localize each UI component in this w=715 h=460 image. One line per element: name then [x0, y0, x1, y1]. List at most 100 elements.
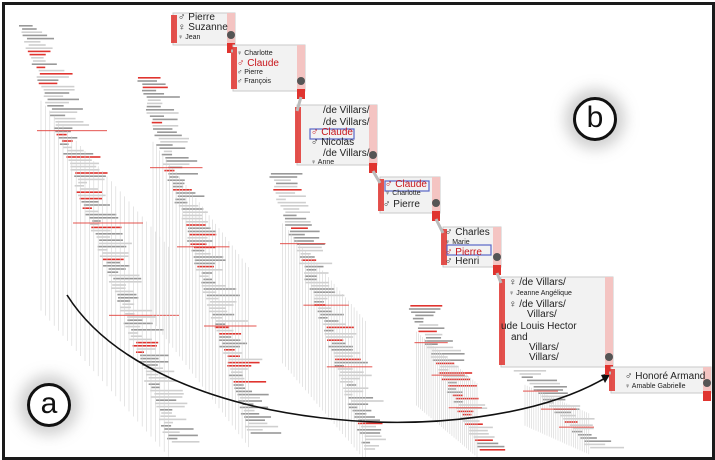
cascade-bar — [357, 422, 383, 425]
cascade-bar — [37, 79, 59, 81]
cascade-bar — [276, 198, 286, 201]
cascade-bar — [97, 245, 127, 248]
cascade-2 — [269, 173, 386, 457]
person-label: ♀ Charlotte — [237, 50, 273, 57]
cascade-bar — [36, 66, 46, 69]
cascade-bar — [209, 307, 227, 309]
cascade-bar — [326, 326, 354, 329]
cascade-bar — [125, 313, 135, 315]
cascade-bar — [227, 365, 252, 367]
cascade-bar — [51, 108, 83, 110]
cascade-bar — [59, 143, 69, 145]
lineage-bar — [297, 45, 305, 97]
cascade-bar — [234, 387, 246, 389]
cascade-bar — [24, 41, 41, 43]
cascade-bar — [458, 404, 486, 406]
person-label: /de Villars/ — [323, 148, 370, 159]
cascade-bar — [160, 415, 176, 417]
cascade-bar — [142, 364, 158, 366]
cascade-bar — [360, 425, 376, 428]
family-node — [432, 211, 440, 221]
cascade-bar — [358, 419, 380, 421]
cascade-bar — [301, 259, 317, 261]
cascade-bar — [167, 437, 178, 440]
cascade-bar — [223, 352, 243, 354]
cascade-bar — [182, 211, 208, 213]
cascade-bar — [304, 278, 317, 281]
highlight-band — [303, 304, 349, 306]
cascade-bar — [519, 373, 541, 375]
cascade-bar — [38, 69, 65, 72]
cascade-bar — [462, 413, 472, 416]
cascade-bar — [79, 188, 99, 190]
cascade-bar — [83, 204, 110, 206]
cascade-bar — [194, 262, 215, 265]
cascade-bar — [168, 173, 198, 175]
cascade-bar — [250, 432, 282, 434]
person-label: ♂ Pierre — [178, 12, 215, 23]
cascade-bar — [201, 281, 216, 284]
cascade-bar — [309, 288, 335, 290]
cascade-bar — [219, 345, 241, 348]
cascade-bar — [203, 278, 213, 281]
cascade-bar — [590, 446, 625, 449]
cascade-bar — [81, 201, 99, 203]
cascade-bar — [412, 317, 424, 320]
person-label: ♀ /de Villars/ — [509, 277, 566, 288]
cascade-bar — [334, 355, 353, 357]
cascade-bar — [275, 192, 296, 194]
cascade-bar — [293, 237, 320, 239]
cascade-bar — [408, 308, 441, 310]
cascade-bar — [288, 233, 305, 236]
cascade-bar — [122, 303, 135, 305]
cascade-bar — [148, 383, 160, 385]
family-node — [369, 163, 377, 173]
cascade-bar — [140, 357, 159, 360]
cascade-bar — [39, 73, 73, 75]
arrow-head — [601, 373, 611, 383]
cascade-bar — [563, 418, 595, 420]
cascade-bar — [569, 424, 593, 426]
genealogy-diagram — [18, 12, 712, 457]
person-marker-column — [171, 15, 177, 43]
cascade-bar — [185, 221, 208, 223]
cascade-bar — [38, 82, 58, 85]
cascade-bar — [137, 80, 157, 82]
person-label: ♂ Nicolas — [311, 137, 355, 148]
cascade-bar — [577, 434, 592, 436]
cascade-bar — [108, 274, 140, 277]
cascade-bar — [448, 385, 478, 387]
cascade-bar — [43, 89, 75, 91]
cascade-bar — [47, 105, 64, 107]
cascade-bar — [117, 293, 137, 296]
cascade-bar — [356, 429, 382, 431]
cascade-bar — [318, 317, 328, 319]
cascade-bar — [313, 301, 324, 303]
selection-mark — [309, 128, 355, 140]
cascade-bar — [89, 217, 119, 219]
cascade-bar — [55, 121, 84, 123]
generation-connector — [371, 170, 382, 184]
lineage-bar — [432, 177, 440, 219]
cascade-bar — [29, 53, 46, 56]
cascade-1 — [137, 77, 282, 448]
cascade-bar — [129, 338, 152, 341]
cascade-bar — [304, 275, 317, 277]
cascade-bar — [144, 380, 177, 382]
selection-mark — [384, 180, 430, 192]
cascade-bar — [199, 275, 209, 277]
cascade-bar — [31, 63, 57, 65]
cascade-bar — [31, 57, 44, 59]
cascade-bar — [324, 333, 357, 335]
cascade-bar — [212, 313, 235, 316]
cascade-bar — [90, 229, 111, 232]
cascade-bar — [304, 272, 329, 274]
cascade-bar — [284, 221, 311, 223]
cascade-bar — [418, 330, 437, 333]
cascade-bar — [120, 309, 153, 312]
cascade-bar — [146, 96, 180, 98]
cascade-bar — [142, 83, 166, 85]
cascade-bar — [285, 224, 312, 226]
cascade-bar — [572, 430, 583, 433]
highlight-band — [559, 426, 594, 428]
